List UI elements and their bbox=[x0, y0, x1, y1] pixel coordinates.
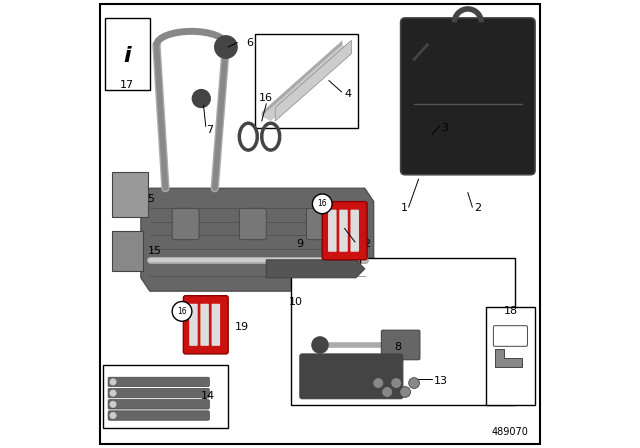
Circle shape bbox=[312, 337, 328, 353]
Circle shape bbox=[110, 390, 116, 396]
Text: 18: 18 bbox=[503, 306, 518, 316]
FancyBboxPatch shape bbox=[108, 411, 209, 420]
Circle shape bbox=[172, 302, 192, 321]
Circle shape bbox=[312, 194, 332, 214]
Circle shape bbox=[215, 36, 237, 58]
FancyBboxPatch shape bbox=[108, 388, 209, 398]
Text: 15: 15 bbox=[148, 246, 161, 256]
Text: 16: 16 bbox=[317, 199, 327, 208]
Text: 4: 4 bbox=[345, 89, 352, 99]
Text: 8: 8 bbox=[394, 342, 401, 352]
Text: 489070: 489070 bbox=[492, 427, 529, 437]
Text: 5: 5 bbox=[148, 194, 154, 204]
FancyBboxPatch shape bbox=[486, 307, 535, 405]
FancyBboxPatch shape bbox=[328, 210, 337, 252]
FancyBboxPatch shape bbox=[323, 202, 367, 260]
Circle shape bbox=[110, 401, 116, 408]
Text: 7: 7 bbox=[206, 125, 213, 135]
Circle shape bbox=[400, 387, 410, 397]
Text: 2: 2 bbox=[474, 203, 481, 213]
Circle shape bbox=[193, 90, 211, 108]
Circle shape bbox=[110, 412, 116, 418]
Text: 1: 1 bbox=[401, 203, 407, 213]
Polygon shape bbox=[495, 349, 522, 367]
Text: 19: 19 bbox=[349, 257, 364, 267]
FancyBboxPatch shape bbox=[381, 330, 420, 360]
Text: 19: 19 bbox=[235, 322, 249, 332]
Polygon shape bbox=[141, 188, 374, 291]
Circle shape bbox=[373, 378, 383, 388]
FancyBboxPatch shape bbox=[493, 326, 527, 346]
Text: 10: 10 bbox=[289, 297, 302, 307]
FancyBboxPatch shape bbox=[103, 365, 228, 428]
Text: 9: 9 bbox=[296, 239, 303, 249]
Polygon shape bbox=[262, 40, 342, 116]
Text: 3: 3 bbox=[441, 123, 448, 133]
FancyBboxPatch shape bbox=[307, 208, 333, 240]
Circle shape bbox=[391, 378, 401, 388]
FancyBboxPatch shape bbox=[184, 296, 228, 354]
Text: 12: 12 bbox=[358, 239, 372, 249]
FancyBboxPatch shape bbox=[291, 258, 515, 405]
Polygon shape bbox=[275, 40, 351, 121]
Text: 16: 16 bbox=[259, 93, 273, 103]
Circle shape bbox=[409, 378, 419, 388]
FancyBboxPatch shape bbox=[112, 231, 143, 271]
FancyBboxPatch shape bbox=[212, 304, 220, 346]
FancyBboxPatch shape bbox=[108, 400, 209, 409]
FancyBboxPatch shape bbox=[200, 304, 209, 346]
FancyBboxPatch shape bbox=[255, 34, 358, 128]
Text: 11: 11 bbox=[205, 343, 220, 353]
FancyBboxPatch shape bbox=[172, 208, 199, 240]
FancyBboxPatch shape bbox=[108, 377, 209, 387]
Text: 17: 17 bbox=[120, 80, 134, 90]
FancyBboxPatch shape bbox=[401, 18, 535, 175]
Polygon shape bbox=[266, 260, 365, 278]
FancyBboxPatch shape bbox=[339, 210, 348, 252]
Text: 16: 16 bbox=[177, 307, 187, 316]
FancyBboxPatch shape bbox=[112, 172, 148, 217]
FancyBboxPatch shape bbox=[100, 4, 540, 444]
Text: 13: 13 bbox=[435, 376, 448, 386]
Polygon shape bbox=[262, 45, 351, 121]
Text: i: i bbox=[124, 46, 131, 66]
FancyBboxPatch shape bbox=[351, 210, 359, 252]
Circle shape bbox=[110, 379, 116, 385]
Text: 14: 14 bbox=[202, 392, 216, 401]
FancyBboxPatch shape bbox=[239, 208, 266, 240]
FancyBboxPatch shape bbox=[189, 304, 198, 346]
Text: 6: 6 bbox=[246, 38, 253, 47]
FancyBboxPatch shape bbox=[300, 354, 403, 399]
Circle shape bbox=[382, 387, 392, 397]
FancyBboxPatch shape bbox=[105, 18, 150, 90]
